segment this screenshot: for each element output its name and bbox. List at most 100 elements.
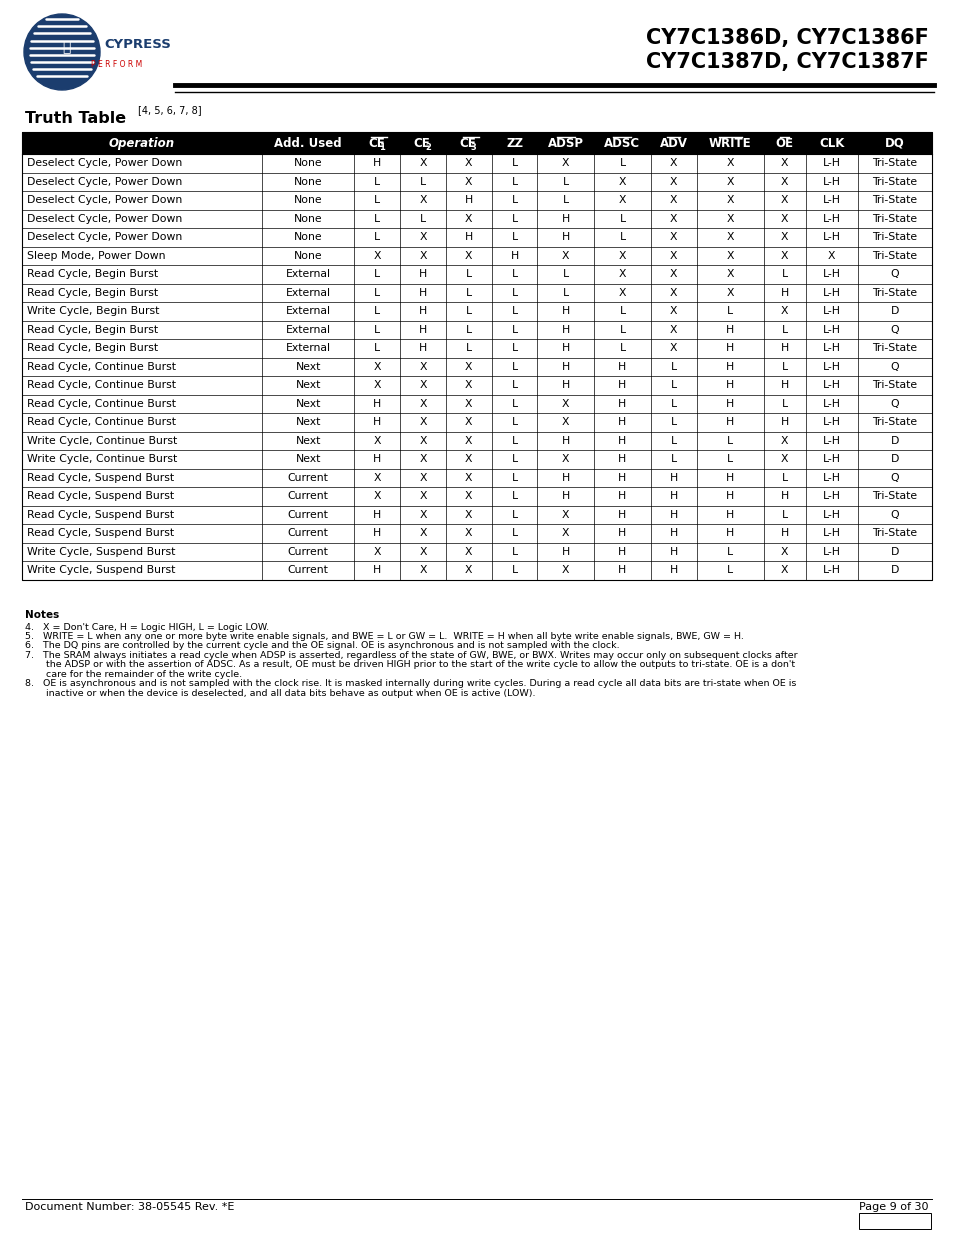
Text: H: H [725, 399, 734, 409]
Text: WRITE: WRITE [708, 137, 751, 149]
Text: Document Number: 38-05545 Rev. *E: Document Number: 38-05545 Rev. *E [25, 1202, 234, 1212]
Text: X: X [465, 399, 472, 409]
Text: Notes: Notes [25, 610, 59, 620]
Text: H: H [418, 306, 427, 316]
Text: X: X [561, 510, 569, 520]
Text: Q: Q [890, 269, 899, 279]
Text: Read Cycle, Suspend Burst: Read Cycle, Suspend Burst [27, 529, 174, 538]
Text: Read Cycle, Begin Burst: Read Cycle, Begin Burst [27, 288, 158, 298]
Text: H: H [618, 417, 626, 427]
Text: L-H: L-H [821, 380, 840, 390]
Text: Tri-State: Tri-State [871, 288, 917, 298]
Text: X: X [374, 547, 380, 557]
Text: H: H [669, 510, 678, 520]
Bar [22, 228, 931, 247]
Text: L: L [419, 214, 426, 224]
Bar [22, 210, 931, 228]
Text: External: External [285, 269, 331, 279]
Text: L: L [781, 269, 787, 279]
Text: X: X [374, 380, 380, 390]
Text: 2: 2 [425, 142, 431, 152]
Text: External: External [285, 288, 331, 298]
Text: L: L [511, 473, 517, 483]
Text: X: X [419, 195, 426, 205]
Text: H: H [725, 380, 734, 390]
Text: L: L [670, 399, 676, 409]
Text: Tri-State: Tri-State [871, 417, 917, 427]
Text: L: L [726, 436, 733, 446]
Text: X: X [465, 417, 472, 427]
Text: X: X [781, 177, 788, 186]
Text: L: L [511, 214, 517, 224]
Text: X: X [669, 306, 677, 316]
Text: External: External [285, 325, 331, 335]
Text: L: L [618, 306, 625, 316]
Text: X: X [781, 214, 788, 224]
Text: X: X [419, 362, 426, 372]
Text: H: H [618, 454, 626, 464]
Text: X: X [465, 566, 472, 576]
Text: H: H [618, 473, 626, 483]
Text: H: H [618, 492, 626, 501]
Text: L: L [726, 566, 733, 576]
Text: L: L [781, 510, 787, 520]
Text: X: X [465, 436, 472, 446]
Text: None: None [294, 214, 322, 224]
Text: Q: Q [890, 399, 899, 409]
Text: L: L [726, 306, 733, 316]
Text: L: L [781, 399, 787, 409]
Text: H: H [780, 343, 788, 353]
Text: L-H: L-H [821, 417, 840, 427]
Text: L: L [562, 269, 568, 279]
Text: Next: Next [295, 454, 320, 464]
Text: Sleep Mode, Power Down: Sleep Mode, Power Down [27, 251, 165, 261]
Text: Q: Q [890, 510, 899, 520]
Text: H: H [561, 436, 569, 446]
Text: Tri-State: Tri-State [871, 214, 917, 224]
Text: 1: 1 [379, 142, 385, 152]
Text: X: X [419, 399, 426, 409]
Text: X: X [669, 177, 677, 186]
Bar [22, 450, 931, 468]
Text: X: X [465, 547, 472, 557]
Text: X: X [618, 251, 625, 261]
Text: None: None [294, 158, 322, 168]
Text: D: D [890, 547, 898, 557]
Text: X: X [374, 362, 380, 372]
Text: X: X [726, 177, 734, 186]
Text: Read Cycle, Continue Burst: Read Cycle, Continue Burst [27, 399, 175, 409]
Text: L-H: L-H [821, 269, 840, 279]
Bar [858, 1213, 930, 1229]
Text: L: L [670, 362, 676, 372]
Text: X: X [781, 306, 788, 316]
Text: H: H [725, 362, 734, 372]
Text: H: H [464, 232, 473, 242]
Text: ADSC: ADSC [604, 137, 639, 149]
Text: L: L [511, 158, 517, 168]
Text: H: H [618, 399, 626, 409]
Text: L: L [374, 214, 380, 224]
Text: D: D [890, 436, 898, 446]
Text: H: H [418, 325, 427, 335]
Text: 5.   WRITE = L when any one or more byte write enable signals, and BWE = L or GW: 5. WRITE = L when any one or more byte w… [25, 632, 743, 641]
Text: None: None [294, 251, 322, 261]
Text: ZZ: ZZ [506, 137, 522, 149]
Text: X: X [618, 288, 625, 298]
Text: L: L [618, 325, 625, 335]
Text: L: L [562, 288, 568, 298]
Text: H: H [373, 566, 381, 576]
Text: X: X [781, 158, 788, 168]
Text: D: D [890, 566, 898, 576]
Text: X: X [419, 547, 426, 557]
Text: L: L [374, 232, 380, 242]
Text: L-H: L-H [821, 177, 840, 186]
Text: L: L [618, 214, 625, 224]
Bar [22, 487, 931, 505]
Text: Deselect Cycle, Power Down: Deselect Cycle, Power Down [27, 232, 182, 242]
Text: CY7C1386D, CY7C1386F: CY7C1386D, CY7C1386F [645, 28, 928, 48]
Bar [22, 338, 931, 357]
Text: H: H [725, 492, 734, 501]
Text: L: L [511, 288, 517, 298]
Text: H: H [418, 343, 427, 353]
Text: X: X [465, 529, 472, 538]
